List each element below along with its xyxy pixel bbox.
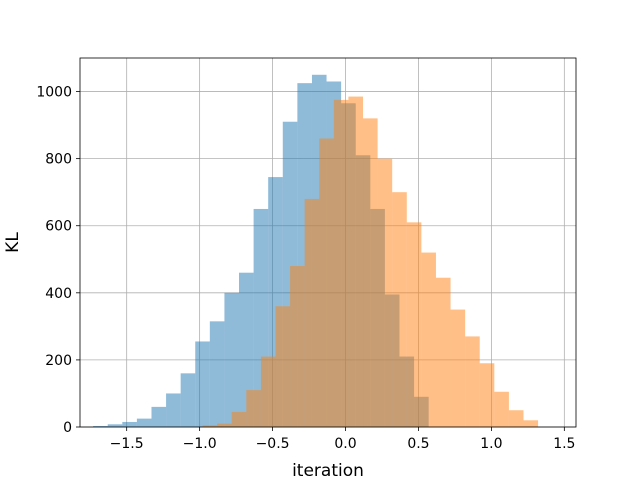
y-tick-label: 0 — [63, 420, 72, 436]
histogram-bar-series-1 — [209, 321, 225, 427]
histogram-bar-series-2 — [217, 423, 232, 427]
x-tick-label: −0.5 — [256, 436, 290, 452]
histogram-bar-series-2 — [377, 158, 393, 428]
histogram-bar-series-2 — [290, 265, 305, 427]
histogram-bar-series-2 — [231, 411, 247, 427]
histogram-bar-series-2 — [435, 277, 451, 427]
histogram-bar-series-2 — [494, 391, 509, 427]
histogram-bar-series-1 — [239, 272, 254, 427]
histogram-bar-series-1 — [107, 424, 123, 427]
x-tick-label: 0.5 — [407, 436, 429, 452]
histogram-bar-series-2 — [363, 118, 378, 427]
histogram-bar-series-1 — [93, 425, 108, 427]
histogram-bar-series-2 — [523, 420, 539, 427]
histogram-bar-series-2 — [202, 425, 218, 427]
histogram-bar-series-1 — [224, 292, 240, 427]
histogram-bar-series-1 — [166, 393, 181, 427]
y-tick-label: 200 — [45, 353, 72, 369]
y-tick-label: 400 — [45, 286, 72, 302]
histogram-bars — [93, 74, 539, 428]
histogram-bar-series-1 — [136, 418, 152, 427]
histogram-bar-series-2 — [479, 363, 495, 427]
histogram-bar-series-2 — [333, 99, 349, 427]
histogram-bar-series-2 — [275, 306, 291, 427]
histogram-bar-series-2 — [260, 356, 276, 427]
axis-ticks: −1.5 −1.0 −0.5 0.0 0.5 1.0 1.5 0 200 400 600 800 100… — [36, 85, 575, 452]
plot-frame — [79, 57, 577, 428]
x-axis-label: iteration — [292, 461, 364, 480]
histogram-bar-series-2 — [246, 390, 261, 427]
histogram-bar-series-1 — [195, 341, 210, 427]
histogram-bar-series-2 — [319, 138, 334, 427]
histogram-bar-series-1 — [180, 373, 196, 427]
histogram-bar-series-1 — [122, 421, 137, 427]
histogram-bar-series-2 — [348, 96, 364, 427]
histogram-bar-series-2 — [508, 410, 524, 427]
y-axis-label: KL — [3, 232, 23, 253]
y-tick-label: 800 — [45, 152, 72, 168]
x-tick-label: 1.0 — [480, 436, 502, 452]
histogram-bar-series-2 — [421, 252, 436, 427]
histogram-bar-series-2 — [465, 336, 480, 427]
y-tick-label: 1000 — [36, 85, 72, 101]
histogram-bar-series-2 — [304, 198, 320, 427]
x-tick-label: 0.0 — [334, 436, 356, 452]
x-tick-label: −1.0 — [183, 436, 217, 452]
histogram-bar-series-2 — [392, 192, 407, 427]
y-tick-label: 600 — [45, 219, 72, 235]
histogram-bar-series-2 — [406, 222, 422, 427]
histogram-bar-series-2 — [450, 309, 466, 427]
histogram-bar-series-1 — [151, 406, 167, 427]
x-tick-label: 1.5 — [553, 436, 575, 452]
x-tick-label: −1.5 — [110, 436, 144, 452]
